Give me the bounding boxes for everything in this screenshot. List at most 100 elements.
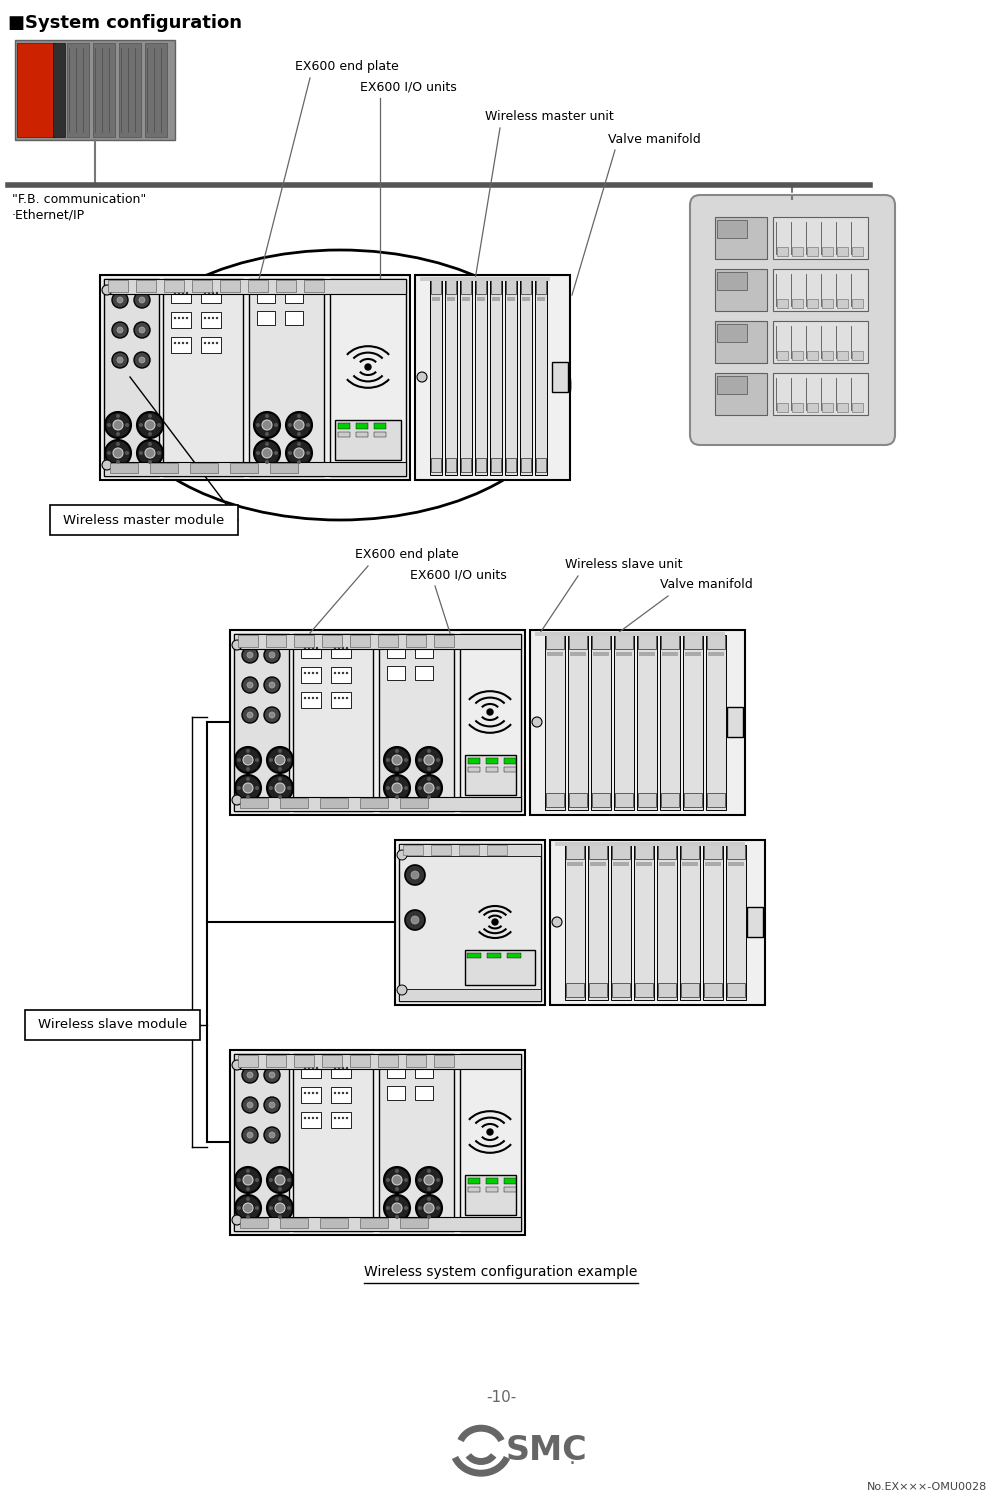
Bar xyxy=(537,297,545,302)
Bar xyxy=(468,1186,480,1192)
Circle shape xyxy=(254,413,280,438)
Circle shape xyxy=(255,758,259,762)
Bar xyxy=(681,844,699,859)
Bar xyxy=(717,324,747,342)
Circle shape xyxy=(137,413,163,438)
Bar xyxy=(431,844,451,855)
Circle shape xyxy=(424,783,434,794)
Circle shape xyxy=(186,342,188,344)
Circle shape xyxy=(237,1178,241,1182)
Circle shape xyxy=(269,712,275,718)
Circle shape xyxy=(427,748,431,753)
Bar xyxy=(461,458,471,472)
Text: SMC: SMC xyxy=(506,1434,588,1467)
Bar xyxy=(593,652,609,656)
Circle shape xyxy=(341,1066,344,1070)
Circle shape xyxy=(436,786,440,790)
Bar xyxy=(504,1186,516,1192)
Text: Wireless master module: Wireless master module xyxy=(63,513,224,526)
Circle shape xyxy=(315,1118,318,1119)
Bar xyxy=(634,844,654,1000)
Bar xyxy=(566,844,584,859)
Circle shape xyxy=(246,1168,250,1173)
Bar xyxy=(612,982,630,998)
Bar xyxy=(773,268,868,310)
Circle shape xyxy=(275,783,285,794)
Circle shape xyxy=(107,423,111,427)
Circle shape xyxy=(427,766,431,771)
Bar xyxy=(520,280,532,476)
Bar xyxy=(703,844,723,1000)
Bar xyxy=(432,297,440,302)
Circle shape xyxy=(345,1092,348,1094)
Bar xyxy=(395,840,545,1005)
Bar xyxy=(505,280,517,476)
Bar xyxy=(399,988,541,1000)
Circle shape xyxy=(269,1072,275,1078)
Circle shape xyxy=(116,460,120,464)
Circle shape xyxy=(278,1215,282,1219)
Bar xyxy=(465,1174,516,1215)
Text: EX600 I/O units: EX600 I/O units xyxy=(410,568,507,580)
Circle shape xyxy=(148,414,152,419)
Bar xyxy=(459,844,479,855)
Bar xyxy=(822,298,833,307)
Circle shape xyxy=(303,1092,306,1094)
Bar xyxy=(715,268,767,310)
Circle shape xyxy=(418,1206,422,1210)
Circle shape xyxy=(287,1178,291,1182)
Circle shape xyxy=(303,698,306,699)
Circle shape xyxy=(386,1206,390,1210)
Circle shape xyxy=(395,1186,399,1191)
Bar xyxy=(234,1054,289,1232)
Circle shape xyxy=(287,786,291,790)
Circle shape xyxy=(235,1167,261,1192)
Circle shape xyxy=(246,766,250,771)
Circle shape xyxy=(243,783,253,794)
Circle shape xyxy=(113,448,123,458)
Ellipse shape xyxy=(110,251,570,520)
Bar xyxy=(822,351,833,360)
Circle shape xyxy=(256,423,260,427)
Bar xyxy=(171,338,191,352)
Circle shape xyxy=(303,1118,306,1119)
Bar xyxy=(546,634,564,650)
Circle shape xyxy=(145,420,155,430)
Circle shape xyxy=(182,342,184,344)
Circle shape xyxy=(148,432,152,436)
Circle shape xyxy=(117,357,123,363)
Circle shape xyxy=(341,1092,344,1094)
Circle shape xyxy=(232,1060,242,1070)
Circle shape xyxy=(243,1203,253,1214)
Bar xyxy=(446,458,456,472)
Bar xyxy=(570,652,586,656)
Bar xyxy=(374,432,386,436)
Bar xyxy=(461,280,471,294)
Bar xyxy=(568,634,588,810)
Bar xyxy=(50,506,238,536)
Circle shape xyxy=(333,646,336,650)
Bar xyxy=(662,652,678,656)
Circle shape xyxy=(243,754,253,765)
Circle shape xyxy=(105,413,131,438)
Bar xyxy=(387,1064,405,1078)
Circle shape xyxy=(416,776,442,801)
Bar xyxy=(53,44,65,136)
Bar xyxy=(150,464,178,472)
Circle shape xyxy=(232,640,242,650)
Circle shape xyxy=(112,352,128,368)
Bar xyxy=(447,297,455,302)
Circle shape xyxy=(392,1174,402,1185)
Bar xyxy=(717,220,747,238)
Bar xyxy=(555,842,745,846)
Bar xyxy=(415,666,433,680)
Bar xyxy=(331,642,351,658)
Bar xyxy=(17,44,55,136)
Bar xyxy=(104,462,406,476)
Circle shape xyxy=(307,1066,310,1070)
Bar xyxy=(726,844,746,1000)
Circle shape xyxy=(116,414,120,419)
Circle shape xyxy=(208,316,210,320)
Bar xyxy=(658,844,676,859)
Circle shape xyxy=(242,676,258,693)
